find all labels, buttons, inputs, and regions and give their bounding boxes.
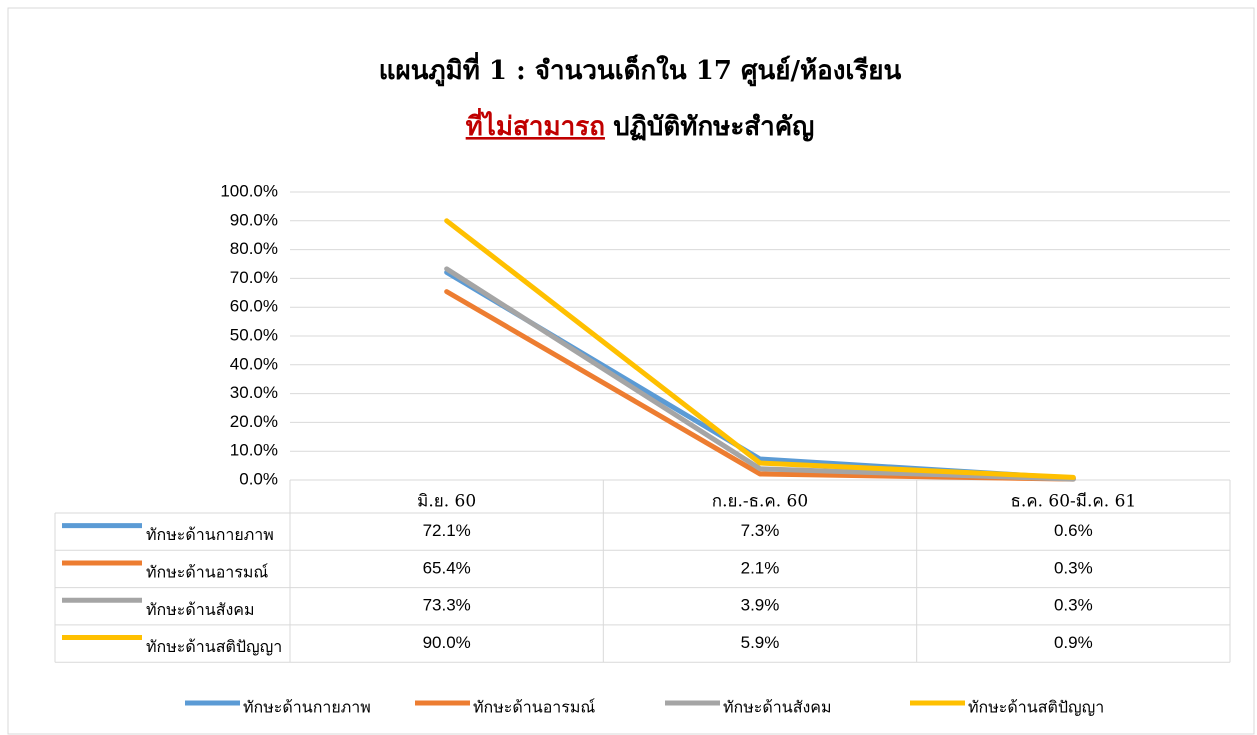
legend-label: ทักษะด้านกายภาพ: [243, 698, 371, 717]
table-value: 2.1%: [741, 558, 780, 577]
x-tick-label: มิ.ย. 60: [417, 492, 476, 512]
table-value: 5.9%: [741, 633, 780, 652]
table-value: 65.4%: [423, 558, 471, 577]
legend-label: ทักษะด้านสังคม: [723, 698, 832, 717]
y-tick-label: 60.0%: [230, 297, 278, 316]
table-series-name: ทักษะด้านอารมณ์: [146, 562, 268, 581]
y-tick-label: 90.0%: [230, 210, 278, 229]
table-value: 0.6%: [1054, 521, 1093, 540]
legend-label: ทักษะด้านอารมณ์: [473, 698, 595, 717]
table-series-name: ทักษะด้านสติปัญญา: [146, 637, 282, 656]
y-tick-label: 50.0%: [230, 325, 278, 344]
y-tick-label: 30.0%: [230, 383, 278, 402]
table-value: 0.3%: [1054, 558, 1093, 577]
x-tick-label: ธ.ค. 60-มี.ค. 61: [1010, 492, 1136, 512]
series-line: [444, 266, 1076, 482]
y-tick-label: 80.0%: [230, 239, 278, 258]
table-value: 90.0%: [423, 633, 471, 652]
y-tick-label: 10.0%: [230, 441, 278, 460]
y-tick-label: 100.0%: [220, 181, 278, 200]
legend-label: ทักษะด้านสติปัญญา: [968, 698, 1104, 717]
chart-title: แผนภูมิที่ 1 : จำนวนเด็กใน 17 ศูนย์/ห้อง…: [379, 51, 902, 87]
table-value: 3.9%: [741, 596, 780, 615]
chart-subtitle: ที่ไม่สามารถ ปฏิบัติทักษะสำคัญ: [466, 107, 815, 142]
y-tick-label: 70.0%: [230, 268, 278, 287]
y-tick-label: 40.0%: [230, 354, 278, 373]
table-value: 0.9%: [1054, 633, 1093, 652]
subtitle-emphasis: ที่ไม่สามารถ: [466, 107, 605, 142]
table-value: 0.3%: [1054, 596, 1093, 615]
series-line: [444, 218, 1076, 480]
chart-border: [7, 7, 1255, 735]
y-tick-label: 0.0%: [239, 469, 278, 488]
subtitle-text: ปฏิบัติทักษะสำคัญ: [613, 112, 814, 142]
x-tick-label: ก.ย.-ธ.ค. 60: [712, 492, 808, 512]
table-value: 7.3%: [741, 521, 780, 540]
table-series-name: ทักษะด้านสังคม: [146, 600, 255, 619]
table-series-name: ทักษะด้านกายภาพ: [146, 525, 274, 544]
table-value: 72.1%: [423, 521, 471, 540]
y-tick-label: 20.0%: [230, 412, 278, 431]
table-value: 73.3%: [423, 596, 471, 615]
